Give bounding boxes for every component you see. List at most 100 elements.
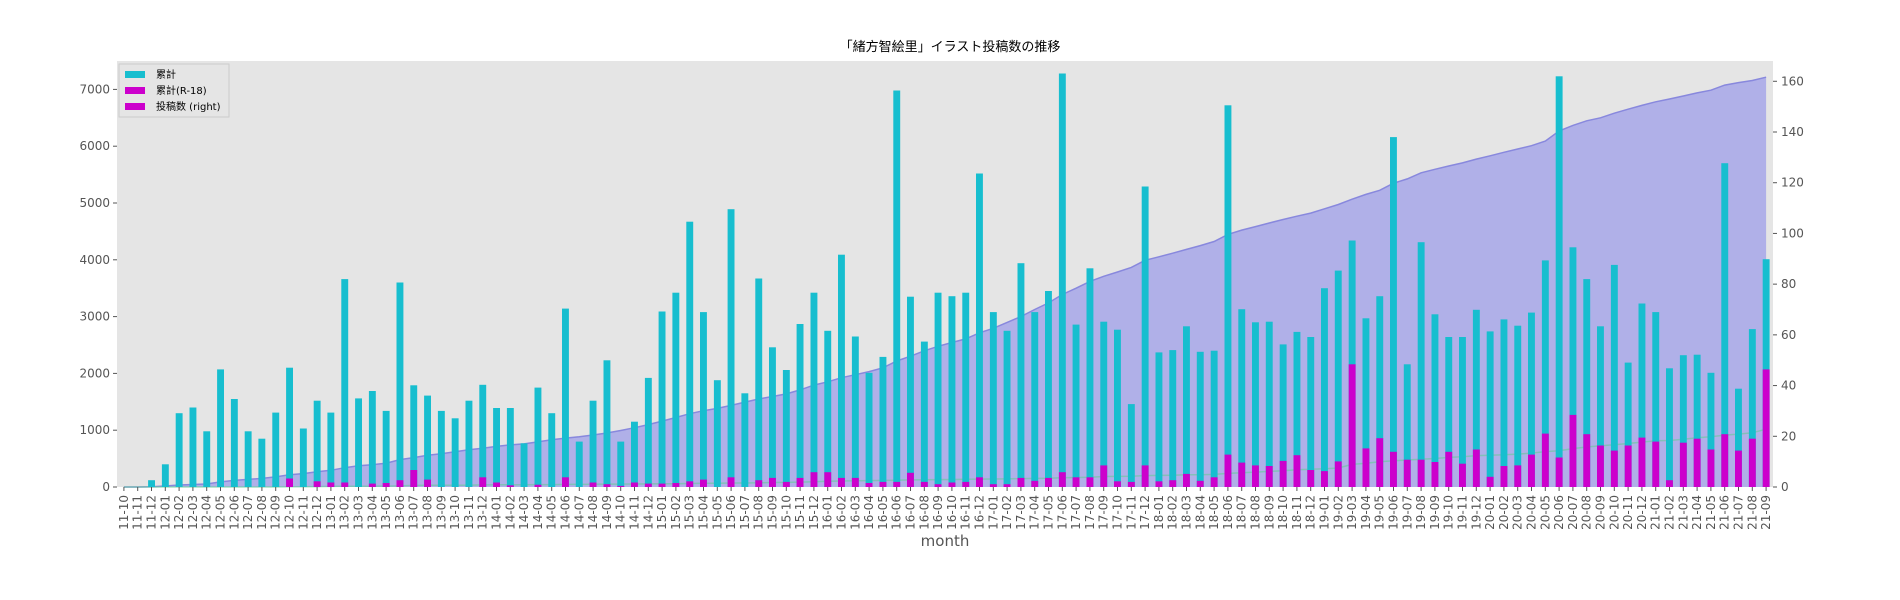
bar-total [672, 292, 680, 487]
bar-r18 [1100, 465, 1108, 487]
bar-total [465, 400, 473, 487]
x-tick-label: 19-03 [1345, 495, 1359, 530]
x-tick-label: 14-08 [586, 495, 600, 530]
bar-r18 [1127, 481, 1135, 487]
bar-total [865, 372, 873, 487]
x-tick-label: 11-10 [117, 495, 131, 530]
y2-tick-label: 80 [1781, 277, 1796, 291]
x-tick-label: 14-09 [600, 495, 614, 530]
bar-total [1100, 321, 1108, 487]
bar-total [161, 464, 169, 487]
bar-r18 [1334, 461, 1342, 487]
bar-r18 [1679, 442, 1687, 487]
x-tick-label: 16-05 [876, 495, 890, 530]
x-tick-label: 16-10 [945, 495, 959, 530]
bar-total [1459, 337, 1466, 487]
x-tick-label: 18-06 [1221, 495, 1235, 530]
bar-total [1500, 319, 1508, 487]
x-tick-label: 19-09 [1428, 495, 1442, 530]
bar-total [534, 387, 542, 487]
bar-r18 [1610, 450, 1618, 487]
x-tick-label: 15-11 [793, 495, 807, 530]
bar-total [893, 90, 901, 487]
x-tick-label: 21-09 [1759, 495, 1773, 530]
legend-label-total: 累計 [156, 68, 176, 81]
bar-r18 [1403, 459, 1411, 487]
bar-r18 [1279, 460, 1287, 487]
y2-tick-label: 40 [1781, 379, 1796, 393]
x-tick-label: 15-05 [710, 495, 724, 530]
bar-r18 [493, 482, 500, 487]
bar-total [1196, 351, 1204, 487]
y2-tick-label: 140 [1781, 125, 1804, 139]
x-tick-label: 18-04 [1193, 495, 1207, 530]
bar-total [796, 324, 804, 487]
bar-total [230, 399, 238, 487]
bar-r18 [562, 477, 569, 487]
y-tick-label: 2000 [79, 366, 110, 380]
bar-r18 [1486, 476, 1494, 487]
x-tick-label: 14-11 [628, 495, 642, 530]
bar-total [727, 209, 735, 487]
bar-r18 [1569, 414, 1577, 487]
x-tick-label: 18-01 [1152, 495, 1166, 530]
bar-total [1058, 73, 1066, 487]
x-tick-label: 12-01 [158, 495, 172, 530]
bar-total [1252, 322, 1259, 487]
x-tick-label: 21-04 [1690, 495, 1704, 530]
bar-total [989, 312, 997, 487]
x-tick-label: 19-12 [1469, 495, 1483, 530]
bar-total [1334, 270, 1342, 487]
bar-total [1376, 296, 1384, 487]
x-tick-label: 20-12 [1635, 495, 1649, 530]
bar-total [755, 278, 763, 487]
bar-r18 [286, 478, 293, 487]
bar-total [1390, 137, 1397, 487]
x-tick-label: 17-08 [1083, 495, 1097, 530]
x-tick-label: 13-04 [365, 495, 379, 530]
bar-total [286, 367, 293, 487]
bar-r18 [1431, 462, 1439, 487]
x-tick-label: 18-05 [1207, 495, 1221, 530]
bar-r18 [1583, 434, 1591, 487]
x-tick-label: 20-01 [1483, 495, 1497, 530]
bar-total [1721, 163, 1729, 487]
bar-total [341, 279, 349, 487]
x-tick-label: 20-03 [1511, 495, 1525, 530]
x-tick-label: 15-06 [724, 495, 738, 530]
x-tick-label: 12-09 [269, 495, 283, 530]
bar-r18 [410, 470, 418, 487]
x-tick-label: 20-09 [1594, 495, 1608, 530]
bar-total [437, 410, 445, 487]
x-tick-label: 19-01 [1318, 495, 1332, 530]
bar-r18 [1514, 465, 1522, 487]
bar-total [1403, 364, 1411, 487]
bar-total [1279, 344, 1287, 487]
x-tick-label: 14-03 [517, 495, 531, 530]
bar-r18 [1417, 459, 1425, 487]
x-tick-label: 17-07 [1069, 495, 1083, 530]
y2-tick-label: 160 [1781, 74, 1804, 88]
x-tick-label: 19-06 [1387, 495, 1401, 530]
bar-r18 [1265, 466, 1273, 487]
legend-swatch-posts [125, 103, 145, 110]
bar-r18 [313, 481, 321, 487]
x-tick-label: 11-12 [145, 495, 159, 530]
x-tick-label: 20-11 [1621, 495, 1635, 530]
x-tick-label: 16-02 [835, 495, 849, 530]
legend-swatch-r18 [125, 87, 145, 94]
x-tick-label: 17-04 [1028, 495, 1042, 530]
y-tick-label: 0 [102, 480, 110, 494]
bar-total [769, 347, 776, 487]
bar-total [644, 377, 652, 487]
bar-total [700, 312, 707, 487]
bar-total [1679, 355, 1687, 487]
bar-r18 [1541, 433, 1549, 487]
x-tick-label: 19-05 [1373, 495, 1387, 530]
x-tick-label: 17-02 [1000, 495, 1014, 530]
y-axis-right: 0 20 40 60 80 100 120 140 160 [1773, 74, 1804, 494]
bar-r18 [1183, 473, 1190, 487]
bar-total [1735, 388, 1742, 487]
bar-total [1583, 279, 1591, 487]
bar-total [217, 369, 224, 487]
